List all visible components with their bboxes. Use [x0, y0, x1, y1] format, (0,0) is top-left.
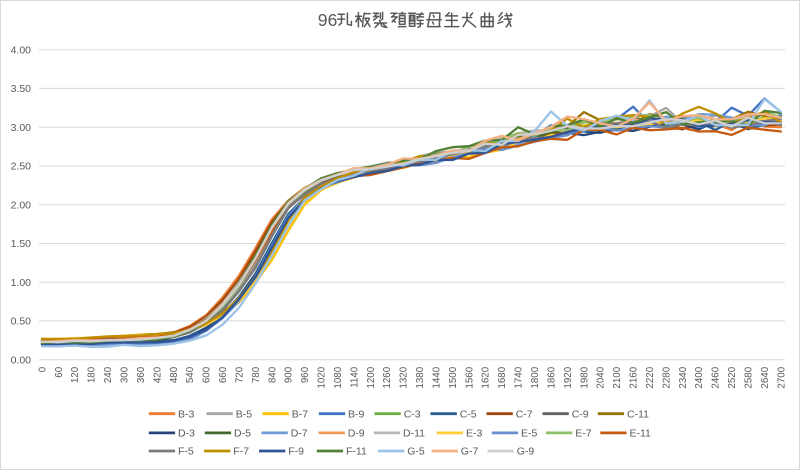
svg-text:2520: 2520 [727, 366, 738, 388]
svg-text:0.50: 0.50 [11, 316, 32, 328]
svg-text:E-7: E-7 [575, 428, 592, 440]
svg-text:2400: 2400 [694, 366, 705, 388]
svg-text:1020: 1020 [317, 366, 328, 388]
svg-text:2340: 2340 [678, 366, 689, 388]
svg-text:C-11: C-11 [627, 408, 649, 420]
svg-text:1440: 1440 [432, 366, 443, 388]
svg-text:E-11: E-11 [630, 428, 652, 440]
svg-text:1.00: 1.00 [11, 277, 32, 289]
svg-text:2040: 2040 [596, 366, 607, 388]
svg-text:2.00: 2.00 [11, 199, 32, 211]
svg-text:960: 960 [300, 366, 311, 383]
svg-text:F-11: F-11 [346, 446, 367, 458]
svg-text:2460: 2460 [711, 366, 722, 388]
svg-text:2160: 2160 [629, 366, 640, 388]
svg-text:3.50: 3.50 [11, 83, 32, 95]
svg-text:2220: 2220 [645, 366, 656, 388]
svg-text:2640: 2640 [760, 366, 771, 388]
svg-text:1860: 1860 [546, 366, 557, 388]
svg-text:C-7: C-7 [516, 408, 533, 420]
svg-text:1260: 1260 [382, 366, 393, 388]
svg-text:900: 900 [284, 366, 295, 383]
svg-text:120: 120 [70, 366, 81, 383]
svg-text:780: 780 [251, 366, 262, 383]
svg-text:600: 600 [202, 366, 213, 383]
svg-text:1740: 1740 [514, 366, 525, 388]
svg-text:1800: 1800 [530, 366, 541, 388]
svg-text:1980: 1980 [579, 366, 590, 388]
svg-text:2100: 2100 [612, 366, 623, 388]
svg-text:1080: 1080 [333, 366, 344, 388]
svg-text:1200: 1200 [366, 366, 377, 388]
svg-text:C-9: C-9 [572, 408, 589, 420]
svg-text:2700: 2700 [776, 366, 787, 388]
svg-text:0.00: 0.00 [11, 354, 32, 366]
svg-text:1920: 1920 [563, 366, 574, 388]
svg-text:E-5: E-5 [521, 428, 538, 440]
svg-text:C-5: C-5 [460, 408, 477, 420]
svg-text:D-5: D-5 [234, 428, 251, 440]
svg-text:360: 360 [136, 366, 147, 383]
svg-text:D-11: D-11 [403, 428, 425, 440]
svg-text:2580: 2580 [744, 366, 755, 388]
svg-text:1380: 1380 [415, 366, 426, 388]
svg-text:1320: 1320 [399, 366, 410, 388]
svg-text:840: 840 [267, 366, 278, 383]
svg-text:3.00: 3.00 [11, 122, 32, 134]
svg-text:300: 300 [120, 366, 131, 383]
svg-text:C-3: C-3 [404, 408, 421, 420]
svg-text:1.50: 1.50 [11, 238, 32, 250]
svg-text:0: 0 [37, 366, 48, 372]
svg-text:B-5: B-5 [236, 408, 253, 420]
svg-text:B-7: B-7 [292, 408, 309, 420]
svg-text:480: 480 [169, 366, 180, 383]
svg-text:1500: 1500 [448, 366, 459, 388]
svg-text:4.00: 4.00 [11, 44, 32, 56]
svg-text:F-9: F-9 [288, 446, 304, 458]
svg-text:1140: 1140 [349, 366, 360, 388]
svg-text:2.50: 2.50 [11, 161, 32, 173]
svg-text:D-9: D-9 [348, 428, 365, 440]
svg-text:D-3: D-3 [178, 428, 195, 440]
svg-text:1560: 1560 [464, 366, 475, 388]
svg-text:60: 60 [54, 366, 65, 377]
svg-text:1680: 1680 [497, 366, 508, 388]
svg-text:B-3: B-3 [178, 408, 195, 420]
svg-text:E-3: E-3 [466, 428, 483, 440]
svg-text:G-5: G-5 [407, 446, 425, 458]
svg-text:D-7: D-7 [291, 428, 308, 440]
svg-text:720: 720 [234, 366, 245, 383]
svg-text:F-7: F-7 [233, 446, 249, 458]
svg-text:2280: 2280 [661, 366, 672, 388]
svg-text:1620: 1620 [481, 366, 492, 388]
svg-text:540: 540 [185, 366, 196, 383]
svg-text:180: 180 [87, 366, 98, 383]
svg-text:B-9: B-9 [348, 408, 365, 420]
svg-text:420: 420 [152, 366, 163, 383]
svg-text:F-5: F-5 [178, 446, 194, 458]
svg-text:G-9: G-9 [517, 446, 535, 458]
svg-text:G-7: G-7 [461, 446, 479, 458]
svg-text:240: 240 [103, 366, 114, 383]
svg-text:96: 96 [318, 10, 338, 30]
svg-text:660: 660 [218, 366, 229, 383]
